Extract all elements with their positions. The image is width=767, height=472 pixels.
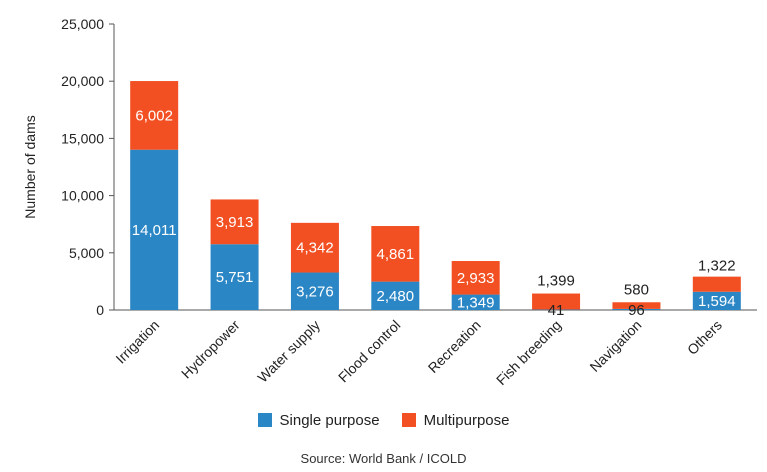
legend-item-multipurpose: Multipurpose [401, 411, 510, 429]
data-label-single-purpose: 2,480 [377, 288, 415, 305]
data-label-multipurpose: 1,322 [698, 258, 736, 275]
y-tick-label: 5,000 [69, 245, 104, 261]
bar-multipurpose [210, 199, 259, 245]
bar-multipurpose [612, 302, 661, 309]
bar-multipurpose [371, 226, 420, 282]
bar-single-purpose [290, 272, 339, 310]
data-label-single-purpose: 3,276 [296, 283, 334, 300]
data-label-multipurpose: 580 [624, 281, 649, 298]
bar-multipurpose [451, 261, 500, 295]
data-label-multipurpose: 6,002 [135, 107, 173, 124]
legend: Single purpose Multipurpose [0, 408, 767, 432]
data-label-single-purpose: 96 [628, 302, 645, 319]
y-tick-label: 25,000 [61, 16, 104, 32]
data-label-multipurpose: 3,913 [216, 214, 254, 231]
category-label: Fish breeding [493, 317, 564, 388]
category-label: Irrigation [112, 317, 162, 367]
bar-single-purpose [692, 291, 741, 310]
category-labels: Irrigation Hydropower Water supply Flood co… [112, 317, 724, 389]
bar-single-purpose [612, 308, 661, 310]
y-tick-label: 0 [96, 302, 104, 318]
legend-item-single-purpose: Single purpose [257, 411, 380, 429]
data-label-multipurpose: 4,342 [296, 240, 334, 257]
bar-multipurpose [130, 81, 179, 150]
legend-swatch-multipurpose [401, 413, 416, 427]
bar-multipurpose [692, 276, 741, 292]
bar-single-purpose [371, 281, 420, 310]
category-label: Others [684, 317, 725, 358]
y-axis-title: Number of dams [22, 115, 38, 218]
bar-single-purpose [451, 294, 500, 310]
data-label-multipurpose: 1,399 [537, 273, 575, 290]
data-label-multipurpose: 2,933 [457, 270, 495, 287]
y-tick-label: 10,000 [61, 188, 104, 204]
y-tick-label: 20,000 [61, 73, 104, 89]
legend-label-single-purpose: Single purpose [279, 411, 380, 429]
bar-multipurpose [290, 222, 339, 273]
category-label: Water supply [254, 317, 323, 386]
data-label-single-purpose: 14,011 [132, 222, 177, 239]
data-label-multipurpose: 4,861 [377, 246, 415, 263]
legend-swatch-single-purpose [257, 413, 272, 427]
data-label-single-purpose: 41 [548, 302, 565, 319]
bar-single-purpose [210, 244, 259, 310]
bars: 14,011 6,002 5,751 3,913 3,276 4,342 2,480 4,86… [130, 81, 741, 319]
legend-label-multipurpose: Multipurpose [423, 411, 510, 429]
data-label-single-purpose: 1,594 [698, 293, 736, 310]
data-label-single-purpose: 5,751 [216, 269, 254, 286]
y-tick-label: 15,000 [61, 130, 104, 146]
category-label: Flood control [335, 317, 404, 386]
data-label-single-purpose: 1,349 [457, 294, 495, 311]
bar-multipurpose [532, 293, 581, 310]
y-ticks: 0 5,000 10,000 15,000 20,000 25,000 [61, 16, 114, 318]
category-label: Navigation [586, 317, 644, 375]
category-label: Hydropower [178, 317, 243, 382]
source-note: Source: World Bank / ICOLD [300, 451, 467, 466]
bar-single-purpose [130, 149, 179, 310]
category-label: Recreation [425, 317, 484, 376]
